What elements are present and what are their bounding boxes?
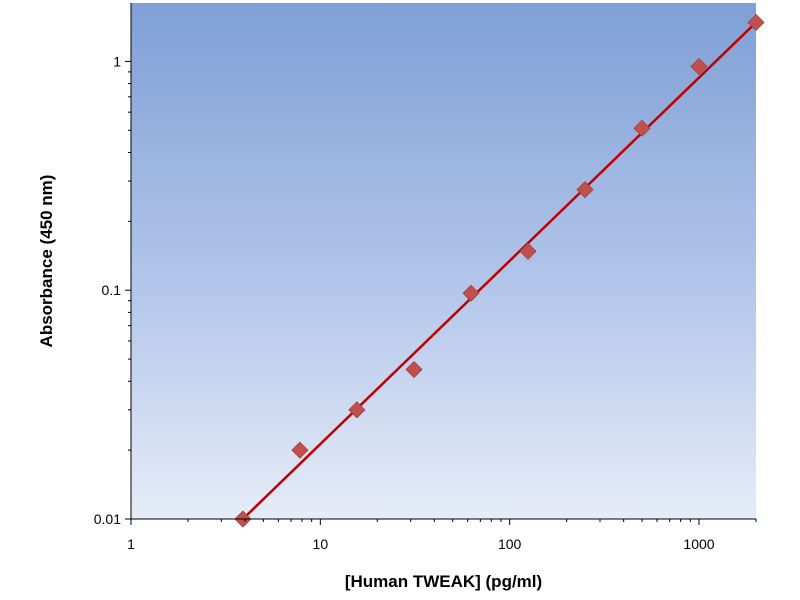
data-point [633, 119, 651, 137]
x-tick-label: 1000 [683, 536, 714, 552]
plot-area [131, 3, 756, 519]
x-axis-title: [Human TWEAK] (pg/ml) [345, 572, 542, 591]
x-tick-label: 1 [127, 536, 135, 552]
y-tick-label: 0.1 [102, 282, 122, 298]
data-point [747, 13, 765, 32]
data-point [519, 242, 537, 260]
x-tick-label: 100 [498, 536, 522, 552]
data-point [690, 57, 708, 76]
data-point [405, 360, 423, 379]
data-point [291, 441, 309, 459]
y-tick-label: 0.01 [94, 511, 121, 527]
y-axis-title: Absorbance (450 nm) [37, 175, 56, 348]
fit-line [242, 21, 757, 520]
data-point [576, 181, 594, 199]
data-point [462, 284, 480, 302]
y-tick-label: 1 [113, 53, 121, 69]
data-point [348, 401, 366, 419]
x-tick-label: 10 [313, 536, 329, 552]
